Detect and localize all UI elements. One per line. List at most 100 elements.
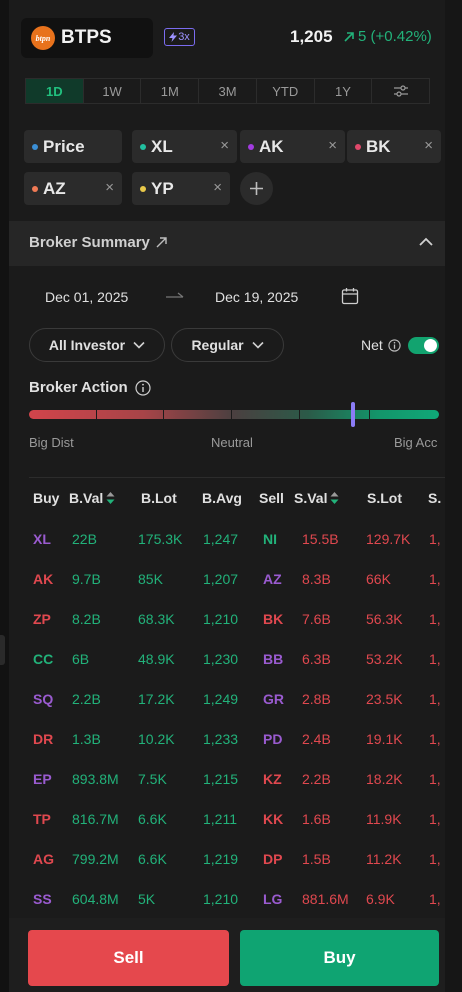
chip-xl[interactable]: XL × — [132, 130, 237, 163]
sell-avg: 1, — [429, 651, 441, 667]
calendar-icon[interactable] — [341, 287, 359, 305]
buy-lot: 7.5K — [138, 771, 167, 787]
chip-label: BK — [366, 136, 391, 156]
tab-3m[interactable]: 3M — [199, 79, 257, 103]
gauge-label-big-acc: Big Acc — [394, 435, 438, 450]
sell-lot: 6.9K — [366, 891, 395, 907]
col-header-bval[interactable]: B.Val — [69, 490, 115, 506]
buy-avg: 1,210 — [203, 611, 239, 627]
col-header-savg: S. — [428, 490, 442, 506]
buy-lot: 68.3K — [138, 611, 175, 627]
broker-action-label: Broker Action — [29, 379, 128, 396]
chip-bk[interactable]: BK × — [347, 130, 441, 163]
sell-value: 1.6B — [302, 811, 331, 827]
buy-lot: 17.2K — [138, 691, 175, 707]
col-header-sval[interactable]: S.Val — [294, 490, 339, 506]
ticker-symbol: BTPS — [61, 27, 112, 48]
chip-ak[interactable]: AK × — [240, 130, 345, 163]
remove-chip-icon[interactable]: × — [105, 179, 114, 196]
buy-avg: 1,233 — [203, 731, 239, 747]
broker-summary-header[interactable]: Broker Summary — [9, 221, 445, 266]
sell-lot: 56.3K — [366, 611, 403, 627]
external-link-icon[interactable] — [156, 237, 167, 248]
net-option: Net — [361, 337, 401, 353]
sell-value: 6.3B — [302, 651, 331, 667]
sell-avg: 1, — [429, 811, 441, 827]
side-panel-handle[interactable] — [0, 635, 5, 665]
investor-filter-dropdown[interactable]: All Investor — [29, 328, 165, 362]
tab-1m[interactable]: 1M — [141, 79, 200, 103]
seller-code: KZ — [263, 771, 282, 787]
toggle-knob — [424, 339, 437, 352]
tab-1w[interactable]: 1W — [84, 79, 142, 103]
buyer-code: AK — [33, 571, 54, 587]
gauge-marker — [350, 402, 355, 427]
sell-value: 2.2B — [302, 771, 331, 787]
sell-button[interactable]: Sell — [28, 930, 229, 986]
leverage-label: 3x — [178, 31, 190, 43]
chevron-up-icon[interactable] — [419, 237, 433, 247]
chip-az[interactable]: AZ × — [24, 172, 122, 205]
buy-lot: 10.2K — [138, 731, 175, 747]
buy-value: 893.8M — [72, 771, 119, 787]
buy-lot: 85K — [138, 571, 163, 587]
broker-summary-title: Broker Summary — [29, 234, 167, 251]
series-dot — [248, 143, 254, 150]
sell-value: 15.5B — [302, 531, 339, 547]
sell-avg: 1, — [429, 731, 441, 747]
sell-lot: 129.7K — [366, 531, 411, 547]
series-dot — [140, 143, 146, 150]
tab-ytd[interactable]: YTD — [257, 79, 315, 103]
buyer-code: SQ — [33, 691, 54, 707]
chart-settings-button[interactable] — [372, 79, 429, 103]
company-logo: btpn — [31, 26, 55, 50]
last-price: 1,205 — [290, 27, 333, 46]
sell-lot: 11.9K — [366, 811, 402, 827]
gauge-label-neutral: Neutral — [211, 435, 253, 450]
buy-value: 6B — [72, 651, 90, 667]
info-icon[interactable] — [388, 338, 401, 352]
date-from[interactable]: Dec 01, 2025 — [45, 289, 129, 305]
date-to[interactable]: Dec 19, 2025 — [215, 289, 299, 305]
sell-value: 8.3B — [302, 571, 331, 587]
ticker-selector[interactable]: btpn BTPS — [21, 18, 153, 58]
buy-avg: 1,215 — [203, 771, 239, 787]
arrow-right-icon — [166, 292, 184, 298]
market-filter-dropdown[interactable]: Regular — [171, 328, 284, 362]
buyer-code: EP — [33, 771, 52, 787]
sell-lot: 11.2K — [366, 851, 402, 867]
buy-button[interactable]: Buy — [240, 930, 439, 986]
buy-avg: 1,230 — [203, 651, 239, 667]
buy-value: 604.8M — [72, 891, 119, 907]
sell-lot: 23.5K — [366, 691, 403, 707]
gauge-divider — [96, 410, 97, 419]
tab-1y[interactable]: 1Y — [315, 79, 373, 103]
tab-1d[interactable]: 1D — [26, 79, 84, 103]
sell-value: 1.5B — [302, 851, 331, 867]
sell-avg: 1, — [429, 531, 441, 547]
net-toggle[interactable] — [408, 337, 439, 354]
buy-value: 799.2M — [72, 851, 119, 867]
add-series-button[interactable] — [240, 172, 273, 205]
investor-filter-value: All Investor — [48, 337, 126, 353]
sell-value: 881.6M — [302, 891, 349, 907]
remove-chip-icon[interactable]: × — [220, 137, 229, 154]
chip-yp[interactable]: YP × — [132, 172, 230, 205]
chip-price[interactable]: Price — [24, 130, 122, 163]
buy-lot: 175.3K — [138, 531, 183, 547]
col-header-label: S.Val — [294, 490, 328, 506]
buy-lot: 5K — [138, 891, 156, 907]
remove-chip-icon[interactable]: × — [328, 137, 337, 154]
info-icon[interactable] — [135, 379, 151, 396]
header: btpn BTPS 3x 1,205 5 (+0.42%) — [21, 18, 445, 58]
sell-lot: 66K — [366, 571, 391, 587]
sell-avg: 1, — [429, 851, 441, 867]
remove-chip-icon[interactable]: × — [213, 179, 222, 196]
seller-code: AZ — [263, 571, 282, 587]
buy-lot: 48.9K — [138, 651, 175, 667]
series-dot — [140, 185, 146, 192]
price-change: 5 (+0.42%) — [343, 28, 432, 45]
chip-label: YP — [151, 178, 174, 198]
remove-chip-icon[interactable]: × — [424, 137, 433, 154]
chevron-down-icon — [251, 341, 264, 349]
